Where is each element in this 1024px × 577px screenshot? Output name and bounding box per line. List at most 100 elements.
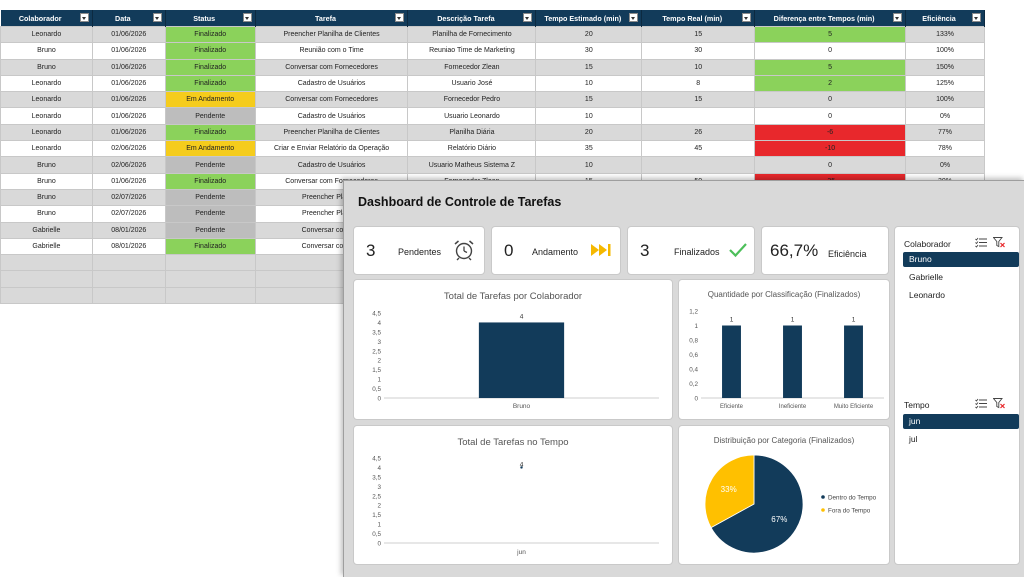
bar[interactable]	[783, 325, 802, 399]
table-cell[interactable]: Finalizado	[164, 74, 256, 93]
table-cell[interactable]: Leonardo	[0, 123, 93, 142]
table-cell[interactable]: 0%	[905, 107, 985, 125]
filter-dropdown-icon[interactable]	[972, 13, 981, 22]
table-cell[interactable]: 78%	[905, 140, 985, 158]
table-cell[interactable]	[641, 107, 756, 125]
table-cell[interactable]: Em Andamento	[164, 91, 256, 109]
table-cell[interactable]: Gabrielle	[0, 237, 93, 256]
table-cell[interactable]: Conversar com Fornecedores	[254, 58, 409, 76]
slicer-tempo-item[interactable]: jul	[909, 434, 918, 444]
table-cell[interactable]: Pendente	[164, 156, 256, 174]
table-cell[interactable]: -6	[754, 123, 907, 142]
table-cell[interactable]	[164, 254, 256, 272]
slicer-colaborador-item[interactable]: Gabrielle	[909, 272, 944, 282]
table-cell[interactable]: 26	[641, 123, 756, 142]
filter-dropdown-icon[interactable]	[742, 13, 752, 22]
table-cell[interactable]: Finalizado	[164, 237, 256, 256]
table-cell[interactable]: Leonardo	[0, 107, 93, 125]
pie-slice[interactable]	[710, 454, 804, 554]
table-cell[interactable]: Finalizado	[164, 58, 256, 76]
table-cell[interactable]	[91, 270, 166, 288]
multi-select-icon[interactable]	[975, 237, 988, 248]
table-cell[interactable]: 77%	[905, 123, 985, 142]
table-cell[interactable]: 150%	[905, 58, 985, 76]
table-cell[interactable]	[91, 286, 166, 305]
table-cell[interactable]: Bruno	[0, 205, 93, 223]
table-cell[interactable]: 15	[641, 91, 756, 109]
multi-select-icon[interactable]	[975, 398, 988, 409]
pie-slice[interactable]	[704, 454, 755, 529]
table-cell[interactable]: 133%	[905, 25, 985, 44]
table-cell[interactable]: Fornecedor Pedro	[407, 91, 537, 109]
table-cell[interactable]: Gabrielle	[0, 221, 93, 239]
table-cell[interactable]: Finalizado	[164, 172, 256, 190]
table-cell[interactable]: Preencher Planilha de Clientes	[254, 25, 409, 44]
table-cell[interactable]: 20	[535, 123, 643, 142]
table-cell[interactable]: Bruno	[0, 172, 93, 190]
table-cell[interactable]: 01/06/2026	[91, 91, 166, 109]
table-cell[interactable]: 10	[641, 58, 756, 76]
table-cell[interactable]: 01/06/2026	[91, 58, 166, 76]
table-cell[interactable]: 35	[535, 140, 643, 158]
table-cell[interactable]: 02/07/2026	[91, 205, 166, 223]
table-cell[interactable]: 01/06/2026	[91, 74, 166, 93]
bar[interactable]	[478, 322, 565, 398]
table-cell[interactable]: 08/01/2026	[91, 221, 166, 239]
table-cell[interactable]: Conversar com Fornecedores	[254, 91, 409, 109]
table-cell[interactable]: 8	[641, 74, 756, 93]
table-cell[interactable]	[164, 270, 256, 288]
table-cell[interactable]: Bruno	[0, 156, 93, 174]
table-cell[interactable]: Pendente	[164, 107, 256, 125]
table-cell[interactable]: 0	[754, 156, 907, 174]
table-cell[interactable]: 0	[754, 107, 907, 125]
bar[interactable]	[844, 325, 863, 399]
table-cell[interactable]: Usuario Matheus Sistema Z	[407, 156, 537, 174]
table-cell[interactable]: Pendente	[164, 188, 256, 207]
table-cell[interactable]: Leonardo	[0, 91, 93, 109]
table-cell[interactable]: 02/06/2026	[91, 156, 166, 174]
table-cell[interactable]: 30	[641, 42, 756, 60]
table-cell[interactable]: Planilha Diária	[407, 123, 537, 142]
table-cell[interactable]: 20	[535, 25, 643, 44]
bar[interactable]	[722, 325, 741, 399]
table-cell[interactable]: Usuario Leonardo	[407, 107, 537, 125]
table-cell[interactable]: Fornecedor Zlean	[407, 58, 537, 76]
table-cell[interactable]: Cadastro de Usuários	[254, 156, 409, 174]
table-cell[interactable]: 100%	[905, 42, 985, 60]
filter-dropdown-icon[interactable]	[523, 13, 533, 22]
table-cell[interactable]: 0%	[905, 156, 985, 174]
filter-dropdown-icon[interactable]	[242, 13, 252, 22]
table-cell[interactable]: Cadastro de Usuários	[254, 107, 409, 125]
table-cell[interactable]: 30	[535, 42, 643, 60]
table-cell[interactable]: 125%	[905, 74, 985, 93]
table-cell[interactable]: Preencher Planilha de Clientes	[254, 123, 409, 142]
table-cell[interactable]: 10	[535, 156, 643, 174]
table-cell[interactable]: 08/01/2026	[91, 237, 166, 256]
table-cell[interactable]: Usuario José	[407, 74, 537, 93]
table-cell[interactable]: Reunião com o Time	[254, 42, 409, 60]
table-cell[interactable]: Planilha de Fornecimento	[407, 25, 537, 44]
table-cell[interactable]	[164, 286, 256, 305]
clear-filter-icon[interactable]	[993, 398, 1005, 409]
table-cell[interactable]: 45	[641, 140, 756, 158]
table-cell[interactable]: 15	[535, 58, 643, 76]
filter-dropdown-icon[interactable]	[79, 13, 89, 22]
table-cell[interactable]: 5	[754, 25, 907, 44]
filter-dropdown-icon[interactable]	[893, 13, 903, 22]
table-cell[interactable]: Bruno	[0, 188, 93, 207]
table-cell[interactable]: 100%	[905, 91, 985, 109]
table-cell[interactable]: Leonardo	[0, 140, 93, 158]
table-cell[interactable]: Finalizado	[164, 123, 256, 142]
table-cell[interactable]	[0, 286, 93, 305]
table-cell[interactable]: 15	[535, 91, 643, 109]
line-point[interactable]	[520, 466, 523, 469]
table-cell[interactable]	[91, 254, 166, 272]
table-cell[interactable]: Pendente	[164, 221, 256, 239]
table-cell[interactable]: Leonardo	[0, 74, 93, 93]
slicer-colaborador-item[interactable]: Bruno	[903, 252, 1019, 267]
table-cell[interactable]: 5	[754, 58, 907, 76]
table-cell[interactable]: 0	[754, 91, 907, 109]
table-cell[interactable]: 02/06/2026	[91, 140, 166, 158]
table-cell[interactable]: Em Andamento	[164, 140, 256, 158]
slicer-colaborador-item[interactable]: Leonardo	[909, 290, 945, 300]
